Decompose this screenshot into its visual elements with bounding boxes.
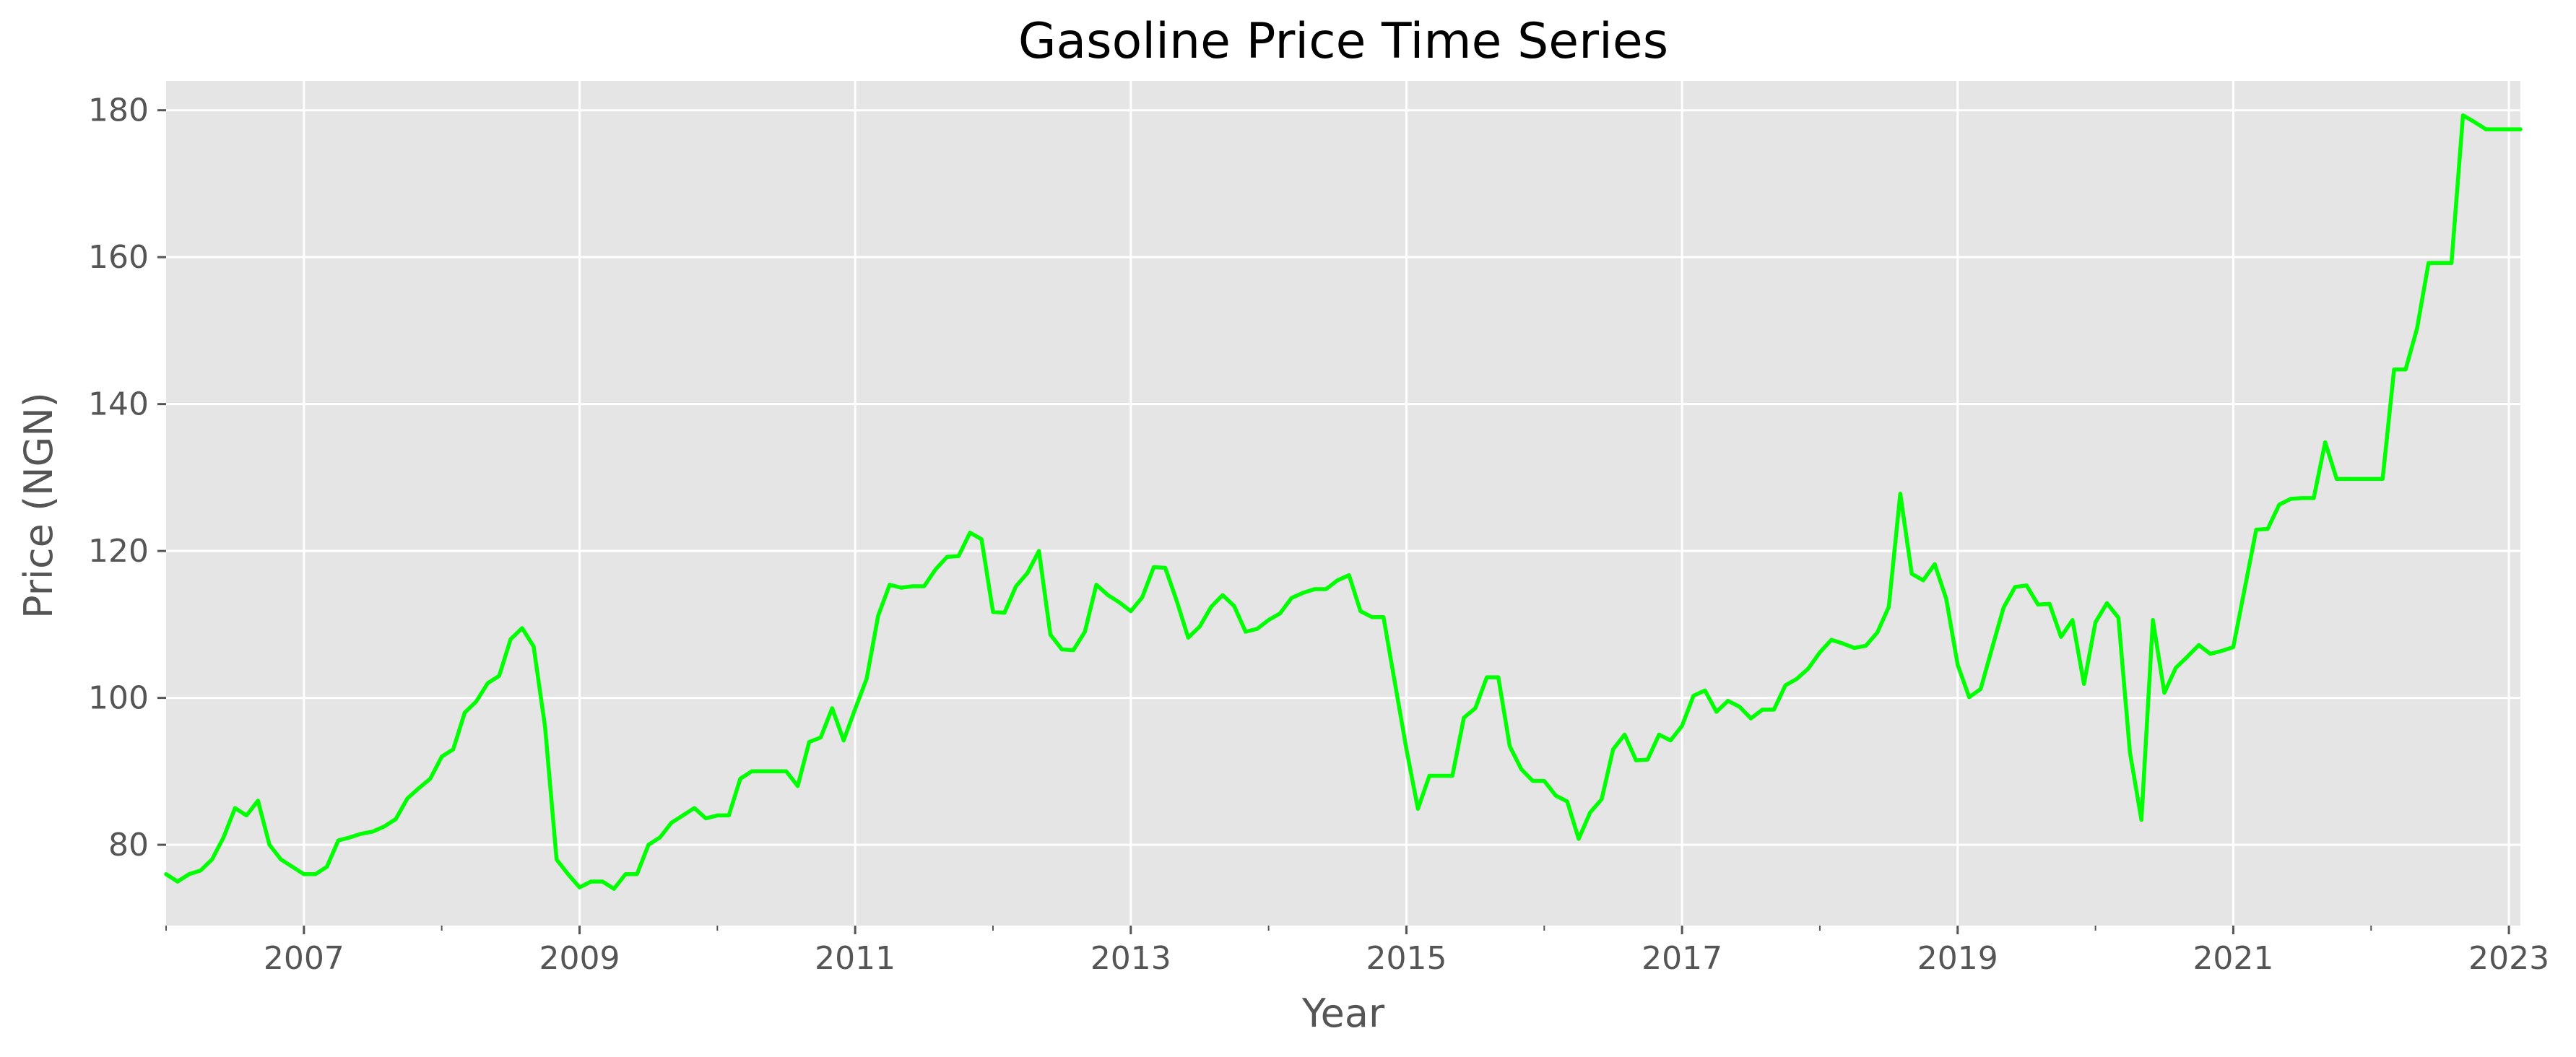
x-tick-label: 2017 <box>1642 940 1722 977</box>
y-tick-label: 100 <box>88 680 149 717</box>
chart-title: Gasoline Price Time Series <box>1018 13 1668 70</box>
y-tick-labels: 80 100 120 140 160 180 <box>88 92 149 864</box>
y-tick-label: 180 <box>88 92 149 129</box>
x-tick-labels: 2007 2009 2011 2013 2015 2017 2019 2021 2023 <box>264 940 2549 977</box>
y-gridlines <box>166 109 2520 846</box>
y-axis-label: Price (NGN) <box>16 392 61 619</box>
x-tick-label: 2013 <box>1090 940 1171 977</box>
x-tick-marks <box>165 926 2510 934</box>
series-line-gasoline-price <box>164 113 2523 891</box>
y-tick-label: 160 <box>88 239 149 276</box>
x-tick-label: 2023 <box>2468 940 2549 977</box>
x-tick-label: 2009 <box>539 940 620 977</box>
x-tick-label: 2007 <box>264 940 344 977</box>
x-tick-label: 2015 <box>1366 940 1447 977</box>
x-axis-label: Year <box>1301 991 1385 1036</box>
x-tick-label: 2011 <box>815 940 895 977</box>
y-tick-label: 140 <box>88 386 149 423</box>
y-tick-label: 80 <box>108 827 149 864</box>
plot-background <box>166 81 2520 926</box>
x-tick-label: 2021 <box>2193 940 2273 977</box>
x-tick-label: 2019 <box>1917 940 1998 977</box>
y-tick-label: 120 <box>88 533 149 570</box>
y-tick-marks <box>157 109 166 846</box>
x-gridlines <box>303 81 2510 926</box>
